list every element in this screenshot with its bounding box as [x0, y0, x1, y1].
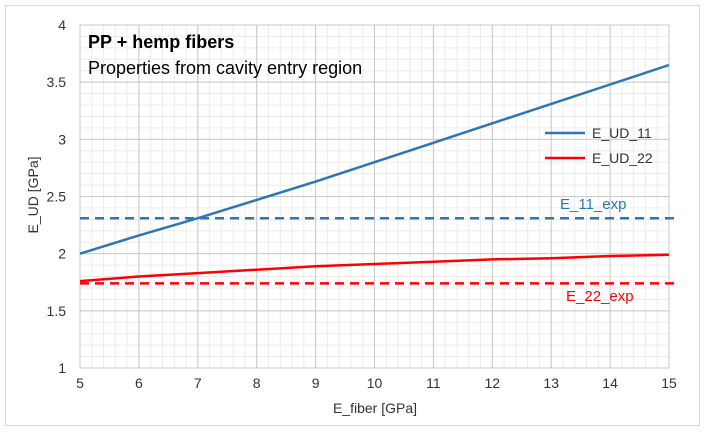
x-tick-label: 12: [485, 375, 501, 391]
legend: E_UD_11 E_UD_22: [545, 125, 653, 166]
chart-title: PP + hemp fibers: [88, 32, 234, 52]
x-tick-label: 15: [661, 375, 677, 391]
reference-lines: [80, 216, 677, 285]
y-tick-label: 2.5: [47, 189, 67, 205]
x-axis-title: E_fiber [GPa]: [333, 400, 417, 416]
y-tick-label: 4: [58, 17, 66, 33]
x-tick-label: 6: [135, 375, 143, 391]
major-gridlines: [79, 24, 670, 369]
y-tick-label: 3.5: [47, 74, 67, 90]
series-line: [79, 253, 670, 283]
y-axis-title: E_UD [GPa]: [25, 156, 41, 233]
x-tick-label: 11: [426, 375, 441, 391]
x-tick-labels: 5 6 7 8 9 10 11 12 13 14 15: [76, 375, 677, 391]
ref-label-e-11-exp: E_11_exp: [560, 196, 626, 213]
legend-label-e-ud-22: E_UD_22: [592, 150, 653, 166]
x-tick-label: 8: [253, 375, 261, 391]
series-lines: [79, 63, 670, 283]
y-tick-label: 2: [58, 246, 66, 262]
x-tick-label: 13: [543, 375, 559, 391]
y-tick-label: 1.5: [47, 303, 67, 319]
x-tick-label: 14: [602, 375, 618, 391]
x-tick-label: 10: [367, 375, 383, 391]
x-tick-label: 5: [76, 375, 84, 391]
y-tick-label: 3: [58, 131, 66, 147]
y-tick-label: 1: [58, 360, 66, 376]
legend-label-e-ud-11: E_UD_11: [592, 125, 652, 141]
x-tick-label: 7: [194, 375, 202, 391]
y-tick-labels: 1 1.5 2 2.5 3 3.5 4: [47, 17, 67, 376]
x-tick-label: 9: [312, 375, 320, 391]
chart-frame: [5, 5, 700, 426]
ref-label-e-22-exp: E_22_exp: [566, 288, 634, 305]
chart-subtitle: Properties from cavity entry region: [88, 58, 362, 78]
series-line: [79, 63, 670, 255]
